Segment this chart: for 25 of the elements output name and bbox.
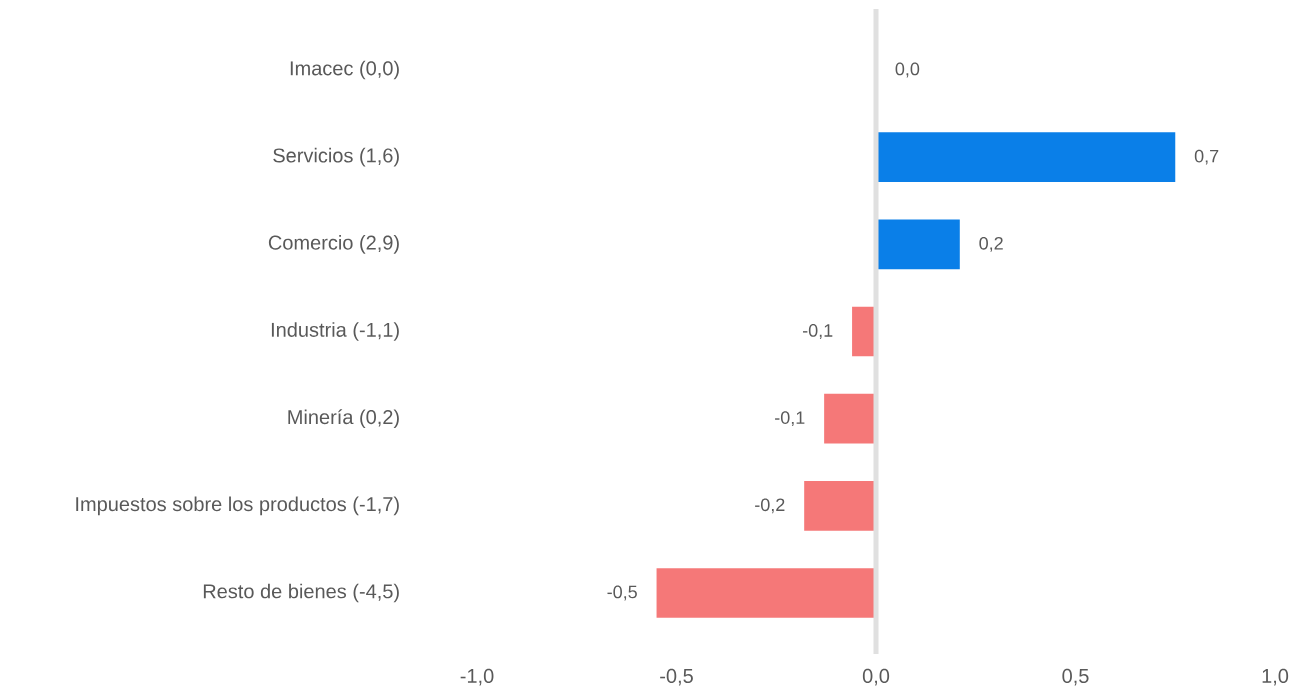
data-label: 0,0 xyxy=(895,62,920,78)
y-tick-label: Imacec (0,0) xyxy=(290,60,399,80)
y-tick-label: Servicios (1,6) xyxy=(273,147,399,167)
x-tick-label: 0,0 xyxy=(862,668,890,686)
y-tick-label: Resto de bienes (-4,5) xyxy=(203,583,399,603)
bar xyxy=(804,480,876,531)
x-tick-label: 0,5 xyxy=(1062,668,1089,686)
bar xyxy=(876,219,960,270)
data-label: 0,2 xyxy=(979,236,1003,252)
y-tick-label: Minería (0,2) xyxy=(288,409,399,429)
y-tick-label: Comercio (2,9) xyxy=(268,235,399,254)
bar xyxy=(656,568,876,618)
x-tick-label: -0,5 xyxy=(660,668,693,686)
data-label: -0,5 xyxy=(607,585,637,601)
y-tick-label: Impuestos sobre los productos (-1,7) xyxy=(76,496,399,516)
data-label: -0,2 xyxy=(755,498,785,514)
bar xyxy=(876,132,1176,183)
data-label: 0,7 xyxy=(1194,149,1219,165)
bar xyxy=(824,393,876,444)
data-label: -0,1 xyxy=(802,324,833,339)
data-label: -0,1 xyxy=(775,411,805,427)
bar xyxy=(852,306,876,357)
x-tick-label: -1,0 xyxy=(460,668,494,686)
x-tick-label: 1,0 xyxy=(1262,668,1289,686)
y-tick-label: Industria (-1,1) xyxy=(271,322,399,341)
